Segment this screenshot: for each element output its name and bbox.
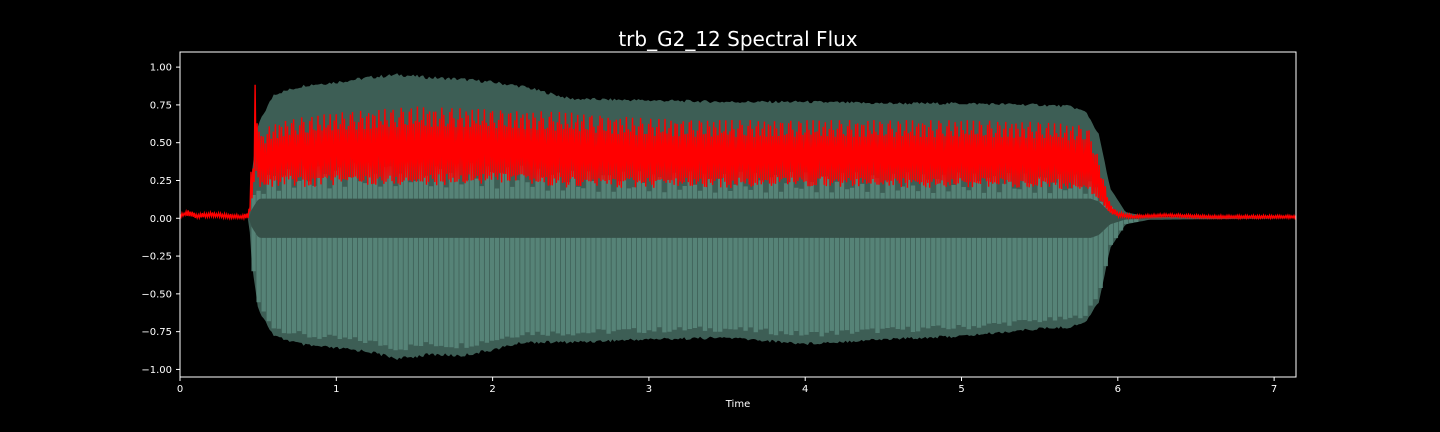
spectral-flux-line — [180, 84, 1296, 222]
x-axis-label: Time — [725, 399, 750, 410]
waveform-core — [180, 198, 1296, 238]
x-tick-label: 0 — [177, 384, 183, 395]
y-tick-label: −0.75 — [141, 327, 172, 338]
x-tick-label: 3 — [646, 384, 652, 395]
y-tick-label: 0.75 — [150, 100, 172, 111]
y-tick-label: 1.00 — [150, 63, 172, 74]
chart-title: trb_G2_12 Spectral Flux — [618, 27, 857, 51]
x-tick-label: 5 — [958, 384, 964, 395]
waveform-inner-texture — [251, 161, 1139, 351]
y-tick-label: −0.25 — [141, 252, 172, 263]
x-tick-label: 1 — [333, 384, 339, 395]
y-tick-label: −1.00 — [141, 365, 172, 376]
y-tick-label: 0.50 — [150, 138, 172, 149]
x-tick-label: 7 — [1271, 384, 1277, 395]
spectral-flux-series — [180, 84, 1296, 222]
y-axis-ticks: 1.00 0.75 0.50 0.25 0.00 −0.25 −0.50 −0.75 −1.00 — [141, 63, 180, 376]
axes-frame — [179, 51, 1297, 378]
plot-area — [180, 73, 1296, 360]
x-tick-label: 6 — [1115, 384, 1121, 395]
y-tick-label: 0.25 — [150, 176, 172, 187]
x-tick-label: 4 — [802, 384, 808, 395]
x-axis-ticks: 0 1 2 3 4 5 6 7 — [177, 377, 1277, 395]
x-tick-label: 2 — [489, 384, 495, 395]
y-tick-label: −0.50 — [141, 289, 172, 300]
y-tick-label: 0.00 — [150, 214, 172, 225]
